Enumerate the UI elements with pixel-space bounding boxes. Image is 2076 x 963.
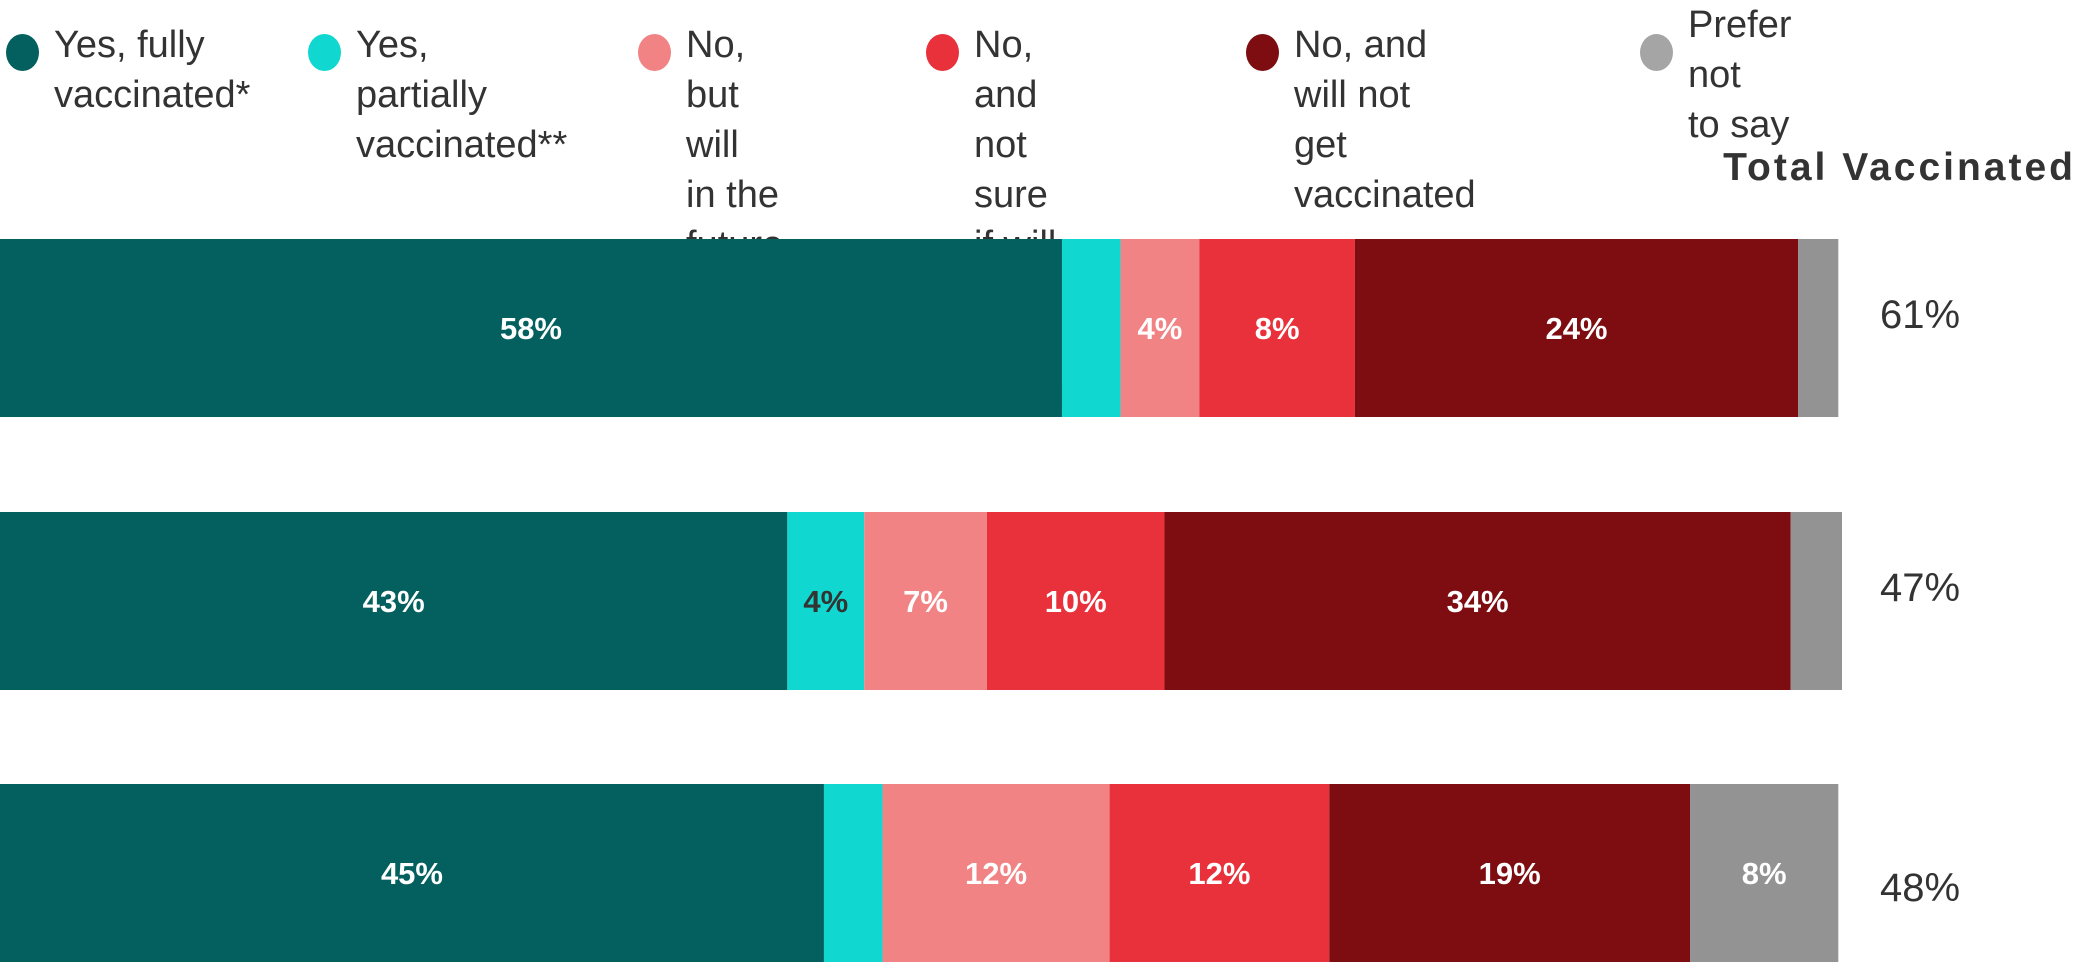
bar-1-segment-will-not xyxy=(1354,239,1799,417)
legend-dot-not-sure xyxy=(926,34,959,71)
bar-1-label-will-not: 24% xyxy=(1545,311,1607,346)
bar-3-label-fully-vaccinated: 45% xyxy=(381,856,443,891)
legend-label-fully-vaccinated: Yes, fully vaccinated* xyxy=(54,24,251,116)
bar-3-segment-prefer-not xyxy=(1690,784,1839,962)
bar-1-segment-partially-vaccinated xyxy=(1061,239,1121,417)
bar-2-label-fully-vaccinated: 43% xyxy=(363,584,425,619)
bar-2-segment-partially-vaccinated xyxy=(787,512,865,690)
total-vaccinated-header: Total Vaccinated xyxy=(1723,146,2076,189)
bar-3-segment-fully-vaccinated xyxy=(0,784,824,962)
bar-1-label-will-in-future: 4% xyxy=(1138,311,1183,346)
legend-dot-will-not xyxy=(1246,34,1279,71)
bar-2-segment-prefer-not xyxy=(1790,512,1842,690)
bar-1-segment-not-sure xyxy=(1199,239,1355,417)
bar-2-label-will-in-future: 7% xyxy=(903,584,948,619)
bar-3-label-prefer-not: 8% xyxy=(1742,856,1787,891)
bar-3-segment-not-sure xyxy=(1109,784,1330,962)
bar-1-label-fully-vaccinated: 58% xyxy=(500,311,562,346)
bar-1-segment-will-in-future xyxy=(1120,239,1200,417)
bar-3-segment-will-not xyxy=(1329,784,1691,962)
bar-2-segment-will-in-future xyxy=(864,512,987,690)
bar-1-label-not-sure: 8% xyxy=(1255,311,1300,346)
bar-3-segment-partially-vaccinated xyxy=(823,784,883,962)
bar-2-segment-will-not xyxy=(1164,512,1791,690)
bar-3-label-not-sure: 12% xyxy=(1188,856,1250,891)
bar-3-label-will-in-future: 12% xyxy=(965,856,1027,891)
bar-1-segment-fully-vaccinated xyxy=(0,239,1062,417)
legend-dot-fully-vaccinated xyxy=(6,34,39,71)
legend-dot-will-in-future xyxy=(638,34,671,71)
bar-1-segment-prefer-not xyxy=(1798,239,1839,417)
bar-1-total-vaccinated: 61% xyxy=(1880,293,1960,337)
legend-label-prefer-not: Prefer not to say xyxy=(1688,4,1792,146)
bar-2-segment-fully-vaccinated xyxy=(0,512,788,690)
bar-2-total-vaccinated: 47% xyxy=(1880,566,1960,610)
legend: Yes, fully vaccinated* Yes, partially va… xyxy=(0,0,2076,416)
legend-label-will-not: No, and will not get vaccinated xyxy=(1294,24,1476,216)
bar-3-label-will-not: 19% xyxy=(1479,856,1541,891)
legend-dot-partially-vaccinated xyxy=(308,34,341,71)
bar-2-label-not-sure: 10% xyxy=(1045,584,1107,619)
bar-2-segment-not-sure xyxy=(986,512,1165,690)
legend-label-partially-vaccinated: Yes, partially vaccinated** xyxy=(356,24,568,166)
legend-dot-prefer-not xyxy=(1640,34,1673,71)
bar-3-segment-will-in-future xyxy=(882,784,1110,962)
bar-3-total-vaccinated: 48% xyxy=(1880,866,1960,910)
bar-2-label-partially-vaccinated: 4% xyxy=(803,584,848,619)
bar-2-label-will-not: 34% xyxy=(1447,584,1509,619)
